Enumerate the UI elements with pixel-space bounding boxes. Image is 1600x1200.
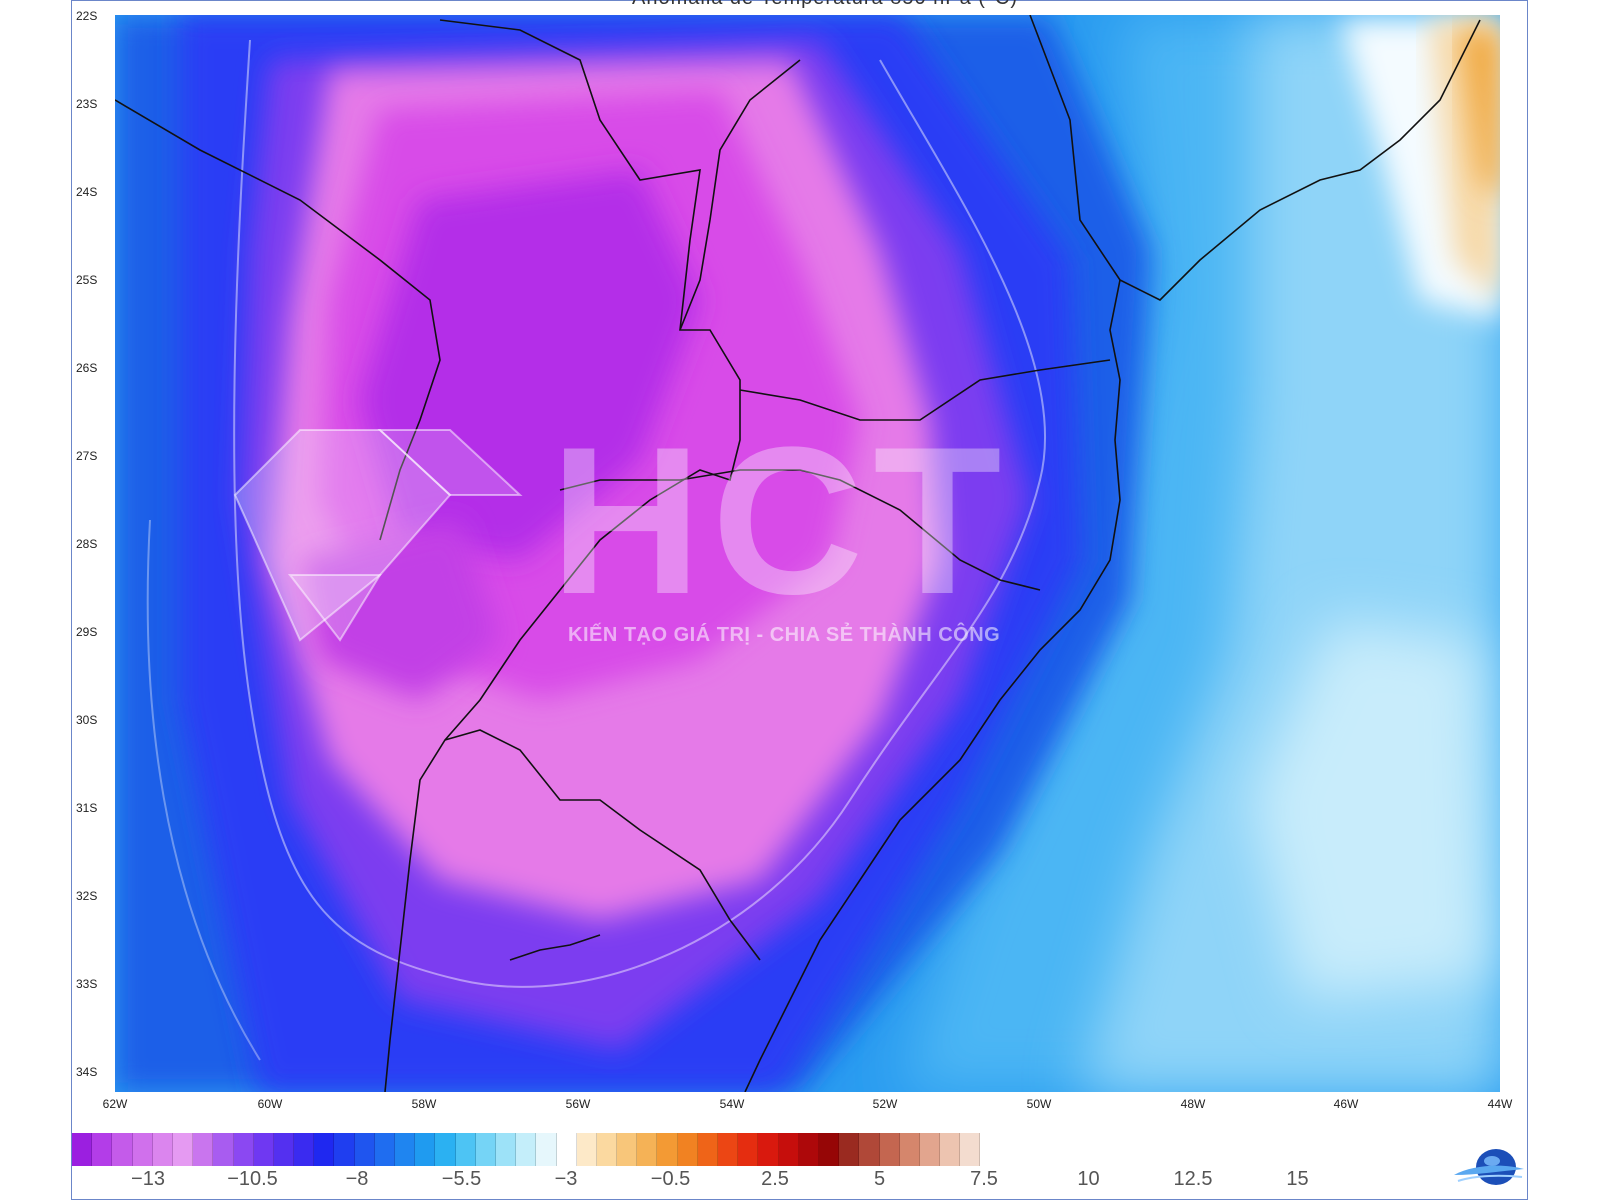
- lat-label: 28S: [76, 537, 98, 551]
- colorbar-cell: [657, 1133, 678, 1166]
- colorbar-cell: [778, 1133, 799, 1166]
- lat-label: 27S: [76, 449, 98, 463]
- colorbar-cell: [637, 1133, 658, 1166]
- lat-label: 23S: [76, 97, 98, 111]
- colorbar-cell: [475, 1133, 496, 1166]
- colorbar-label: 15: [1286, 1168, 1309, 1190]
- colorbar-label: −3: [554, 1168, 578, 1190]
- colorbar-cell: [718, 1133, 739, 1166]
- lat-label: 22S: [76, 9, 98, 23]
- colorbar-cell: [152, 1133, 173, 1166]
- lon-label: 54W: [719, 1097, 745, 1111]
- field-layer: [115, 15, 1500, 1092]
- lat-label: 29S: [76, 625, 98, 639]
- colorbar-cell: [839, 1133, 860, 1166]
- colorbar-label: 5: [873, 1168, 886, 1190]
- colorbar-cell: [516, 1133, 537, 1166]
- colorbar-cell: [193, 1133, 214, 1166]
- colorbar-label: −0.5: [650, 1168, 691, 1190]
- lon-label: 46W: [1333, 1097, 1359, 1111]
- colorbar-cell: [395, 1133, 416, 1166]
- colorbar-cell: [213, 1133, 234, 1166]
- colorbar-label: 10: [1077, 1168, 1100, 1190]
- lon-label: 52W: [872, 1097, 898, 1111]
- colorbar-cell: [919, 1133, 941, 1166]
- colorbar-cell: [334, 1133, 355, 1166]
- colorbar-cell: [435, 1133, 456, 1166]
- colorbar-label: −10.5: [227, 1168, 278, 1190]
- colorbar-cell: [172, 1133, 194, 1166]
- colorbar-cell: [697, 1133, 718, 1166]
- colorbar-cell: [314, 1133, 335, 1166]
- agency-logo: [1454, 1149, 1524, 1185]
- colorbar-cell: [677, 1133, 698, 1166]
- lon-label: 50W: [1026, 1097, 1052, 1111]
- lat-label: 30S: [76, 713, 98, 727]
- lat-label: 34S: [76, 1065, 98, 1079]
- colorbar-cell: [576, 1133, 597, 1166]
- colorbar-cell: [354, 1133, 375, 1166]
- colorbar-label: −13: [131, 1168, 165, 1190]
- colorbar-label: 12.5: [1173, 1168, 1213, 1190]
- colorbar-cell: [92, 1133, 113, 1166]
- lon-label: 56W: [565, 1097, 591, 1111]
- colorbar-cell: [495, 1133, 517, 1166]
- colorbar-cell: [273, 1133, 295, 1166]
- colorbar-cell: [253, 1133, 274, 1166]
- watermark-tagline: KIẾN TẠO GIÁ TRỊ - CHIA SẺ THÀNH CÔNG: [568, 624, 1001, 646]
- lat-label: 25S: [76, 273, 98, 287]
- colorbar-cell: [960, 1133, 981, 1166]
- colorbar-label: 2.5: [761, 1168, 789, 1190]
- colorbar-label: −8: [345, 1168, 369, 1190]
- colorbar-label: −5.5: [441, 1168, 482, 1190]
- lat-label: 31S: [76, 801, 98, 815]
- colorbar-cell: [72, 1133, 93, 1166]
- colorbar-cell: [374, 1133, 395, 1166]
- lat-label: 32S: [76, 889, 98, 903]
- colorbar-cell: [859, 1133, 880, 1166]
- colorbar-cell: [415, 1133, 436, 1166]
- colorbar-cell: [112, 1133, 133, 1166]
- colorbar-cell: [617, 1133, 638, 1166]
- colorbar-cell: [818, 1133, 840, 1166]
- colorbar-cell: [899, 1133, 920, 1166]
- colorbar: [72, 1133, 981, 1166]
- colorbar-cell: [758, 1133, 779, 1166]
- lat-label: 33S: [76, 977, 98, 991]
- lat-label: 26S: [76, 361, 98, 375]
- colorbar-cell: [798, 1133, 819, 1166]
- colorbar-cell: [233, 1133, 254, 1166]
- colorbar-cell: [455, 1133, 476, 1166]
- colorbar-cell: [132, 1133, 153, 1166]
- colorbar-cell: [536, 1133, 557, 1166]
- lon-label: 58W: [411, 1097, 437, 1111]
- lat-label: 24S: [76, 185, 98, 199]
- colorbar-cell: [879, 1133, 900, 1166]
- colorbar-cell: [940, 1133, 961, 1166]
- colorbar-label: 7.5: [970, 1168, 998, 1190]
- lon-label: 62W: [102, 1097, 128, 1111]
- lon-label: 60W: [257, 1097, 283, 1111]
- lon-label: 48W: [1180, 1097, 1206, 1111]
- colorbar-cell: [738, 1133, 759, 1166]
- colorbar-cell: [294, 1133, 315, 1166]
- colorbar-cell: [556, 1133, 577, 1166]
- colorbar-cell: [596, 1133, 618, 1166]
- map-title: Anomalia de Temperatura 850 hPa (°C): [632, 0, 1018, 10]
- lon-label: 44W: [1487, 1097, 1513, 1111]
